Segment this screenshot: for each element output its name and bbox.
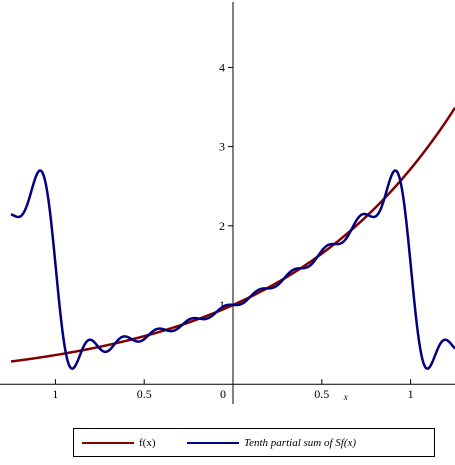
ticks: 1 0.5 0 0.5 1 1 2 3 4 bbox=[52, 60, 413, 401]
y-tick-label: 1 bbox=[219, 298, 225, 312]
y-tick-label: 3 bbox=[219, 140, 225, 154]
x-tick-label: 0.5 bbox=[314, 387, 329, 401]
legend-item-f: f(x) bbox=[82, 436, 156, 450]
y-tick-label: 4 bbox=[219, 60, 225, 74]
plot-area: 1 0.5 0 0.5 1 1 2 3 4 x bbox=[0, 2, 455, 404]
legend-line-f bbox=[82, 442, 134, 444]
x-tick-label: 0.5 bbox=[137, 387, 152, 401]
legend-label-partial-sum: Tenth partial sum of Sf(x) bbox=[244, 437, 357, 449]
x-axis-title: x bbox=[343, 392, 348, 402]
legend-item-partial-sum: Tenth partial sum of Sf(x) bbox=[187, 436, 356, 450]
legend-label-f: f(x) bbox=[139, 437, 156, 449]
x-tick-label: 1 bbox=[408, 387, 414, 401]
x-tick-label: 0 bbox=[220, 387, 226, 401]
x-tick-label: 1 bbox=[52, 387, 58, 401]
y-tick-label: 2 bbox=[219, 219, 225, 233]
series-group bbox=[10, 107, 455, 370]
axes bbox=[0, 2, 455, 404]
legend: f(x) Tenth partial sum of Sf(x) bbox=[73, 428, 435, 457]
series-line-partial-sum bbox=[10, 169, 455, 370]
legend-line-partial-sum bbox=[187, 442, 239, 444]
